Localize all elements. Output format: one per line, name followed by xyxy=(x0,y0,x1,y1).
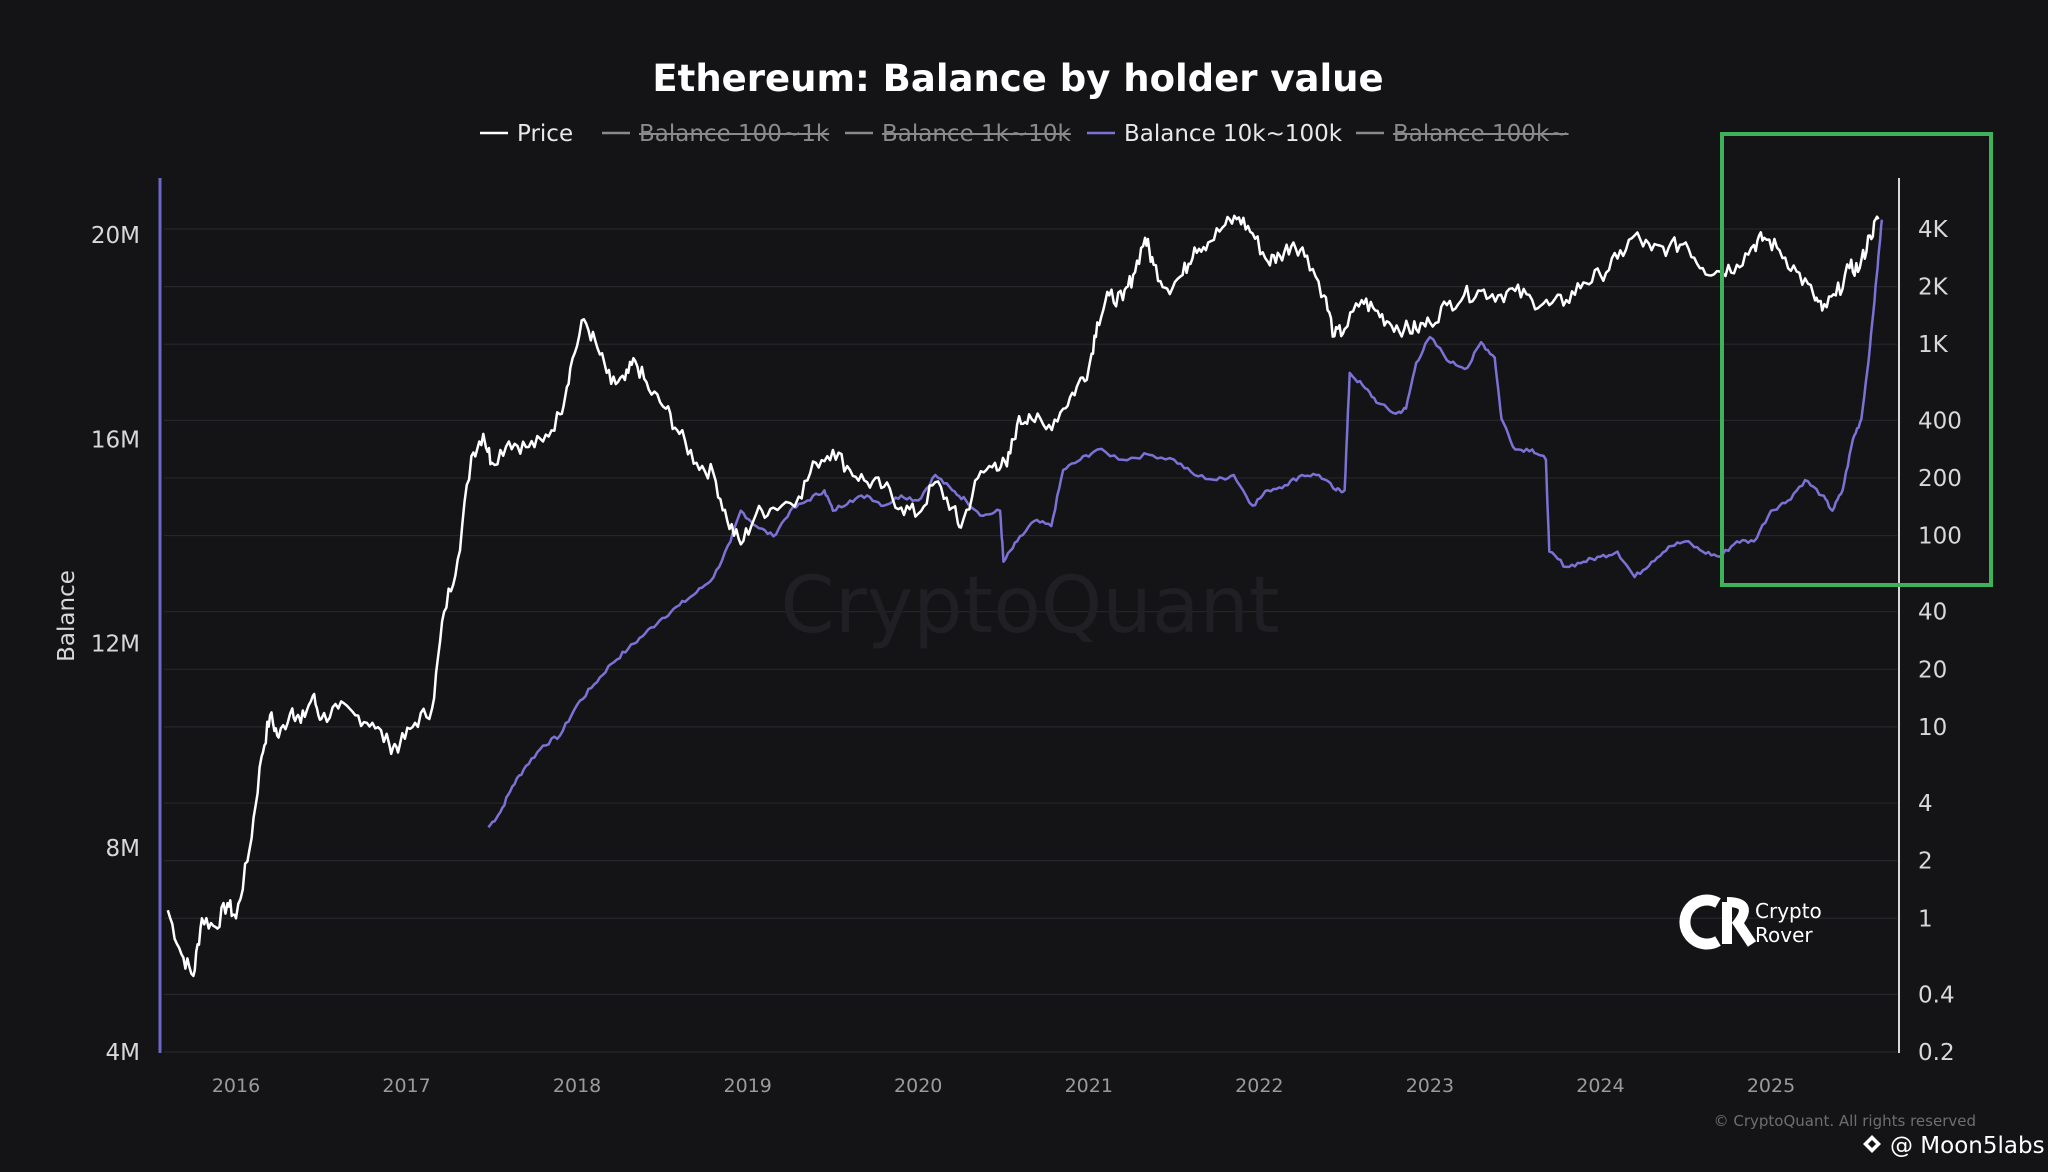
right-tick-label: 40 xyxy=(1918,600,1947,626)
right-tick-label: 0.2 xyxy=(1918,1040,1955,1066)
right-tick-label: 10 xyxy=(1918,715,1947,741)
crypto-rover-logo-icon xyxy=(1679,894,1757,950)
brand-line-1: Crypto xyxy=(1755,899,1822,923)
credit: @ Moon5labs xyxy=(1863,1133,2045,1159)
binance-icon xyxy=(1863,1135,1881,1153)
right-tick-label: 2 xyxy=(1918,849,1933,875)
right-tick-label: 1 xyxy=(1918,906,1933,932)
x-tick-label: 2023 xyxy=(1406,1075,1454,1097)
legend-item[interactable]: Balance 100k~ xyxy=(1356,121,1569,147)
right-tick-label: 20 xyxy=(1918,657,1947,683)
right-tick-label: 0.4 xyxy=(1918,982,1955,1008)
x-tick-label: 2018 xyxy=(553,1075,601,1097)
legend-label: Balance 10k~100k xyxy=(1124,121,1343,147)
x-tick-label: 2025 xyxy=(1747,1075,1795,1097)
right-tick-label: 100 xyxy=(1918,524,1962,550)
right-tick-label: 400 xyxy=(1918,408,1962,434)
series-line-price xyxy=(166,214,1880,978)
y-axis-label: Balance xyxy=(54,570,80,662)
left-axis-ticks: 20M 16M 12M 8M 4M xyxy=(91,223,140,1066)
grid-lines xyxy=(164,228,1897,1053)
x-tick-label: 2022 xyxy=(1235,1075,1283,1097)
copyright-text: © CryptoQuant. All rights reserved xyxy=(1714,1112,1976,1130)
right-tick-label: 1K xyxy=(1918,332,1949,358)
legend: Price Balance 100~1k Balance 1k~10k Balance… xyxy=(480,121,1569,147)
left-tick-label: 8M xyxy=(106,836,140,862)
x-tick-label: 2021 xyxy=(1065,1075,1113,1097)
highlight-box xyxy=(1720,132,1993,587)
chart-title: Ethereum: Balance by holder value xyxy=(652,57,1383,100)
left-tick-label: 12M xyxy=(91,632,140,658)
x-tick-label: 2020 xyxy=(894,1075,942,1097)
right-tick-label: 4K xyxy=(1918,217,1949,243)
x-tick-label: 2017 xyxy=(382,1075,430,1097)
legend-item[interactable]: Balance 10k~100k xyxy=(1087,121,1343,147)
watermark: CryptoQuant xyxy=(780,561,1279,651)
credit-text: @ Moon5labs xyxy=(1890,1133,2045,1159)
left-tick-label: 4M xyxy=(106,1040,140,1066)
legend-item[interactable]: Price xyxy=(480,121,573,147)
legend-item[interactable]: Balance 100~1k xyxy=(602,121,830,147)
right-tick-label: 4 xyxy=(1918,791,1933,817)
right-tick-label: 2K xyxy=(1918,275,1949,301)
crypto-rover-logo: Crypto Rover xyxy=(1679,894,1822,950)
x-axis-ticks: 2016 2017 2018 2019 2020 2021 2022 2023 2024 2025 xyxy=(212,1075,1795,1097)
brand-line-2: Rover xyxy=(1755,923,1813,947)
legend-item[interactable]: Balance 1k~10k xyxy=(845,121,1072,147)
x-tick-label: 2016 xyxy=(212,1075,260,1097)
series-line-balance-10k-100k xyxy=(487,219,1884,829)
x-tick-label: 2019 xyxy=(723,1075,771,1097)
legend-label: Price xyxy=(517,121,573,147)
right-tick-label: 200 xyxy=(1918,466,1962,492)
x-tick-label: 2024 xyxy=(1576,1075,1624,1097)
left-tick-label: 16M xyxy=(91,427,140,453)
left-tick-label: 20M xyxy=(91,223,140,249)
right-axis-ticks: 4K 2K 1K 400 200 100 40 20 10 4 2 1 0.4 0.2 xyxy=(1918,217,1962,1066)
